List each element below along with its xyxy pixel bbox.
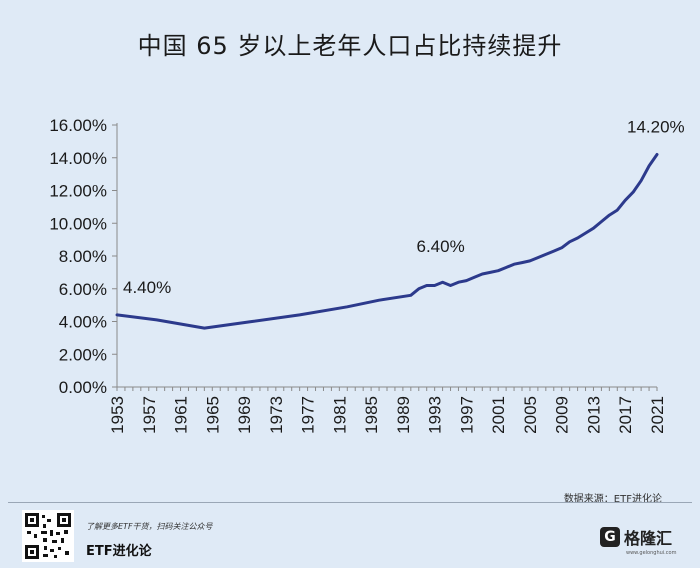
y-tick-label: 0.00% [59, 378, 107, 397]
x-tick-label: 2001 [489, 396, 508, 434]
x-tick-label: 1973 [267, 396, 286, 434]
x-tick-label: 1977 [299, 396, 318, 434]
data-label: 14.20% [627, 117, 685, 136]
account-name: ETF进化论 [86, 544, 152, 559]
x-tick-label: 1989 [394, 396, 413, 434]
qr-code [22, 510, 74, 562]
y-tick-label: 8.00% [59, 247, 107, 266]
x-tick-label: 2009 [553, 396, 572, 434]
brand-url: www.gelonghui.com [626, 550, 677, 556]
y-tick-label: 16.00% [49, 116, 107, 135]
brand-name: 格隆汇 [624, 529, 673, 548]
x-tick-label: 1985 [362, 396, 381, 434]
data-label: 6.40% [416, 237, 464, 256]
data-label: 4.40% [123, 278, 171, 297]
y-tick-label: 4.00% [59, 313, 107, 332]
brand-logo-icon: G [600, 527, 620, 547]
x-tick-label: 2013 [584, 396, 603, 434]
chart-title: 中国 65 岁以上老年人口占比持续提升 [137, 32, 563, 60]
y-tick-label: 6.00% [59, 280, 107, 299]
y-tick-label: 14.00% [49, 149, 107, 168]
footer-divider [8, 502, 692, 503]
x-tick-label: 1957 [140, 396, 159, 434]
x-tick-label: 1997 [457, 396, 476, 434]
y-tick-label: 10.00% [49, 214, 107, 233]
x-tick-label: 2005 [521, 396, 540, 434]
promo-text: 了解更多ETF干货，扫码关注公众号 [86, 522, 213, 531]
y-tick-label: 2.00% [59, 345, 107, 364]
x-tick-label: 1981 [330, 396, 349, 434]
x-tick-label: 1969 [235, 396, 254, 434]
x-tick-label: 1993 [426, 396, 445, 434]
x-tick-label: 1965 [203, 396, 222, 434]
x-tick-label: 1961 [172, 396, 191, 434]
x-tick-label: 2021 [648, 396, 667, 434]
x-tick-label: 2017 [616, 396, 635, 434]
series-line [115, 153, 659, 330]
x-tick-label: 1953 [108, 396, 127, 434]
y-tick-label: 12.00% [49, 182, 107, 201]
line-chart: 0.00% 2.00% 4.00% 6.00% 8.00% 10.00% 12.00% 14.… [49, 116, 685, 434]
data-source: 数据来源：ETF进化论 [563, 494, 662, 505]
brand: G 格隆汇 [600, 524, 672, 550]
